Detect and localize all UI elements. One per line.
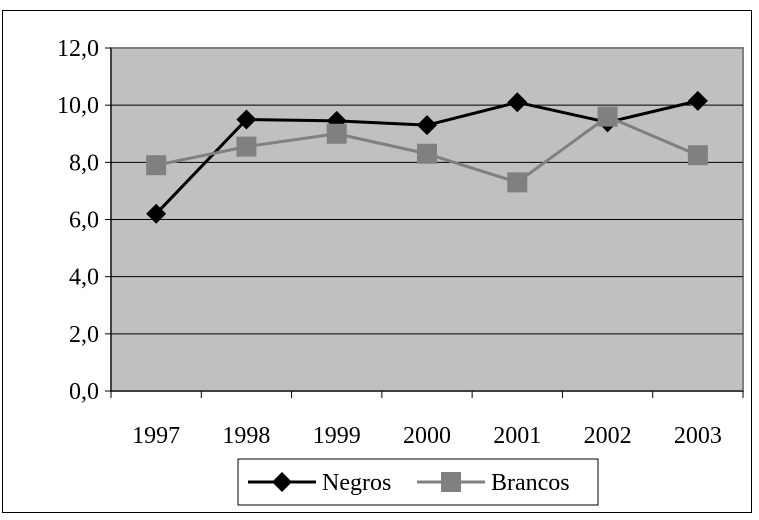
- data-point-brancos: [326, 123, 347, 144]
- y-tick-label: 12,0: [57, 36, 99, 62]
- legend-marker-brancos: [441, 472, 461, 492]
- data-point-negros: [236, 109, 257, 130]
- y-tick-label: 0,0: [69, 379, 99, 405]
- y-tick-label: 2,0: [69, 322, 99, 348]
- axes: [105, 47, 744, 398]
- legend-label-brancos: Brancos: [491, 470, 570, 496]
- legend-label-negros: Negros: [322, 470, 391, 496]
- x-tick-label: 2000: [403, 423, 451, 449]
- data-point-negros: [687, 90, 708, 111]
- data-point-negros: [507, 92, 528, 113]
- x-tick-label: 1998: [222, 423, 270, 449]
- legend: Negros Brancos: [237, 458, 599, 506]
- data-point-brancos: [597, 106, 618, 127]
- x-tick-label: 2002: [584, 423, 632, 449]
- series-lines: [146, 90, 708, 224]
- y-tick-label: 8,0: [69, 150, 99, 176]
- data-point-brancos: [146, 155, 167, 176]
- data-point-negros: [417, 115, 437, 136]
- data-point-brancos: [687, 145, 708, 166]
- data-point-brancos: [417, 143, 437, 164]
- data-point-brancos: [236, 136, 257, 157]
- y-tick-label: 10,0: [57, 93, 99, 119]
- legend-marker-negros: [272, 472, 292, 492]
- x-tick-label: 1999: [313, 423, 361, 449]
- x-tick-label: 1997: [132, 423, 180, 449]
- x-tick-label: 2003: [674, 423, 722, 449]
- x-axis-tick-labels: 1997 1998 1999 2000 2001 2002 2003: [132, 423, 722, 449]
- data-point-negros: [146, 203, 167, 224]
- data-point-brancos: [507, 172, 528, 193]
- y-tick-label: 6,0: [69, 208, 99, 234]
- y-tick-label: 4,0: [69, 265, 99, 291]
- gridlines: [111, 104, 743, 335]
- y-axis-tick-labels: 0,0 2,0 4,0 6,0 8,0 10,0 12,0: [57, 36, 99, 405]
- x-tick-label: 2001: [493, 423, 541, 449]
